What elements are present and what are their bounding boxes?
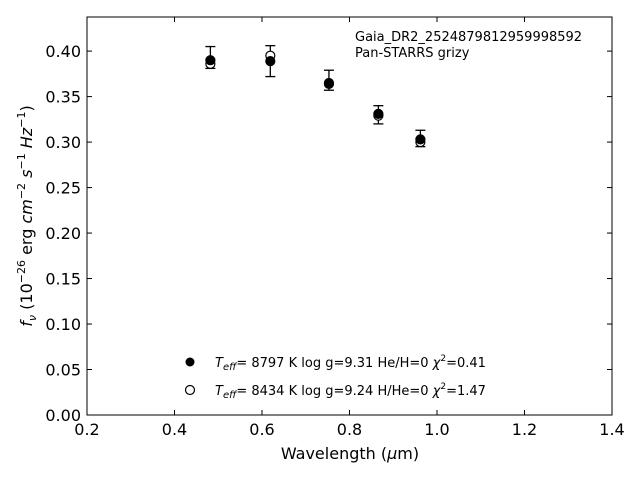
y-tick-label: 0.35 [45,88,81,107]
legend-1-chi2: =0.41 [446,356,486,371]
legend: Teff= 8797 K log g=9.31 He/H=0 χ2=0.41 T… [184,354,486,401]
x-tick-label: 0.4 [162,420,187,439]
data-markers [205,50,426,148]
y-tick-label: 0.20 [45,224,81,243]
legend-2-teff: 8434 K [251,384,297,399]
y-tick-label: 0.40 [45,42,81,61]
legend-marker-filled [185,357,195,367]
legend-1-comp: He/H=0 [377,356,428,371]
legend-entry-2: Teff= 8434 K log g=9.24 H/He=0 χ2=1.47 [215,382,486,401]
x-tick-label: 1.0 [424,420,449,439]
legend-1-teff: 8797 K [251,356,297,371]
y-axis-title: fν (10−26 erg cm−2 s−1 Hz−1) [15,105,39,326]
x-axis-title: Wavelength (μm) [281,444,419,463]
model-point-filled [373,108,384,119]
y-tick-label: 0.10 [45,315,81,334]
x-tick-label: 1.4 [599,420,624,439]
x-tick-label: 0.8 [337,420,362,439]
axis-ticks: 0.2 0.4 0.6 0.8 1.0 1.2 1.4 0.00 0.05 0.10 0.15 0.2… [45,17,625,439]
y-tick-label: 0.00 [45,406,81,425]
model-point-filled [415,134,426,145]
x-tick-label: 0.6 [249,420,274,439]
x-tick-label: 0.2 [74,420,99,439]
y-tick-label: 0.25 [45,179,81,198]
x-tick-label: 1.2 [512,420,537,439]
y-tick-label: 0.30 [45,133,81,152]
model-point-filled [205,55,216,66]
y-tick-label: 0.15 [45,270,81,289]
legend-2-chi2: =1.47 [446,384,486,399]
legend-entry-1: Teff= 8797 K log g=9.31 He/H=0 χ2=0.41 [215,354,486,373]
legend-2-logg: log g=9.24 [301,384,373,399]
annotation-object-name: Gaia_DR2_2524879812959998592 [355,30,582,45]
y-tick-label: 0.05 [45,361,81,380]
model-point-filled [265,56,276,67]
annotation-survey: Pan-STARRS grizy [355,46,470,61]
legend-1-logg: log g=9.31 [301,356,373,371]
legend-marker-open [184,384,196,396]
model-point-filled [323,77,335,89]
legend-2-comp: H/He=0 [377,384,428,399]
